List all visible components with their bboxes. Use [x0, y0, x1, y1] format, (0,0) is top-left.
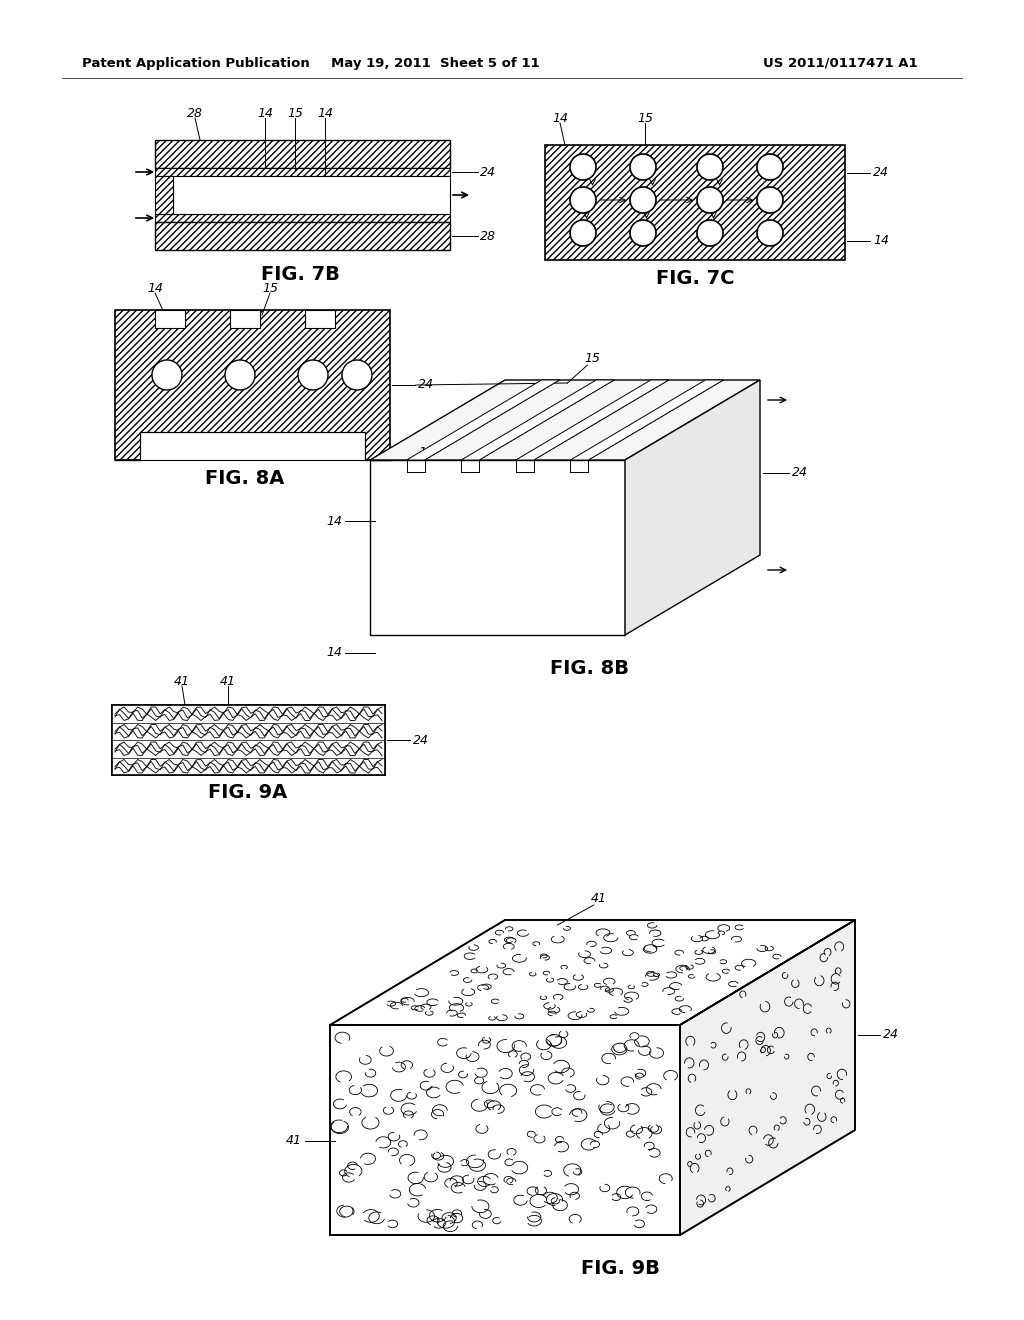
- Polygon shape: [330, 1026, 680, 1236]
- Circle shape: [630, 220, 656, 246]
- Circle shape: [630, 187, 656, 213]
- Circle shape: [570, 220, 596, 246]
- Text: 14: 14: [317, 107, 333, 120]
- Bar: [155, 168, 450, 176]
- Text: FIG. 7B: FIG. 7B: [260, 265, 339, 285]
- Text: FIG. 9A: FIG. 9A: [208, 784, 288, 803]
- Text: FIG. 7C: FIG. 7C: [655, 268, 734, 288]
- Circle shape: [697, 154, 723, 180]
- Bar: [112, 705, 385, 722]
- Text: 24: 24: [883, 1028, 899, 1041]
- Circle shape: [225, 360, 255, 389]
- Text: 15: 15: [585, 352, 600, 366]
- Bar: [155, 310, 185, 327]
- Circle shape: [697, 187, 723, 213]
- Text: Patent Application Publication: Patent Application Publication: [82, 57, 309, 70]
- Bar: [173, 176, 450, 214]
- Text: 41: 41: [174, 675, 190, 688]
- Text: 41: 41: [220, 675, 236, 688]
- Text: 24: 24: [413, 734, 429, 747]
- Text: 15: 15: [637, 112, 653, 125]
- Polygon shape: [407, 380, 559, 459]
- Text: 15: 15: [262, 282, 278, 294]
- Text: 24: 24: [480, 165, 496, 178]
- Polygon shape: [461, 380, 614, 459]
- Text: 14: 14: [873, 235, 889, 248]
- Circle shape: [697, 220, 723, 246]
- Circle shape: [757, 154, 783, 180]
- Text: 14: 14: [326, 647, 342, 660]
- Bar: [112, 705, 385, 775]
- Circle shape: [152, 360, 182, 389]
- Polygon shape: [370, 380, 760, 459]
- Polygon shape: [330, 920, 855, 1026]
- Text: 41: 41: [286, 1134, 302, 1147]
- Circle shape: [570, 154, 596, 180]
- Text: 14: 14: [326, 515, 342, 528]
- Polygon shape: [625, 380, 760, 635]
- Text: FIG. 8A: FIG. 8A: [206, 469, 285, 487]
- Bar: [155, 140, 450, 168]
- Bar: [115, 310, 390, 459]
- Circle shape: [570, 187, 596, 213]
- Text: 24: 24: [873, 166, 889, 180]
- Text: 14: 14: [418, 446, 434, 458]
- Bar: [155, 176, 173, 214]
- Text: May 19, 2011  Sheet 5 of 11: May 19, 2011 Sheet 5 of 11: [331, 57, 540, 70]
- Text: FIG. 8B: FIG. 8B: [551, 659, 630, 677]
- Bar: [112, 741, 385, 758]
- Text: 41: 41: [591, 892, 607, 906]
- Text: 14: 14: [552, 112, 568, 125]
- Bar: [112, 758, 385, 775]
- Circle shape: [298, 360, 328, 389]
- Bar: [230, 310, 260, 327]
- Polygon shape: [370, 459, 625, 635]
- Bar: [112, 722, 385, 741]
- Text: 28: 28: [480, 230, 496, 243]
- Bar: [140, 432, 365, 459]
- Bar: [112, 705, 385, 775]
- Bar: [305, 310, 335, 327]
- Circle shape: [757, 220, 783, 246]
- Circle shape: [630, 154, 656, 180]
- Bar: [155, 222, 450, 249]
- Text: 15: 15: [287, 107, 303, 120]
- Text: 24: 24: [792, 466, 808, 479]
- Text: 28: 28: [187, 107, 203, 120]
- Polygon shape: [516, 380, 669, 459]
- Text: FIG. 9B: FIG. 9B: [581, 1258, 659, 1278]
- Text: US 2011/0117471 A1: US 2011/0117471 A1: [763, 57, 918, 70]
- Bar: [545, 145, 845, 260]
- Text: 14: 14: [257, 107, 273, 120]
- Polygon shape: [680, 920, 855, 1236]
- Circle shape: [342, 360, 372, 389]
- Text: 24: 24: [418, 379, 434, 392]
- Bar: [155, 214, 450, 222]
- Circle shape: [757, 187, 783, 213]
- Text: 14: 14: [147, 282, 163, 294]
- Polygon shape: [570, 380, 723, 459]
